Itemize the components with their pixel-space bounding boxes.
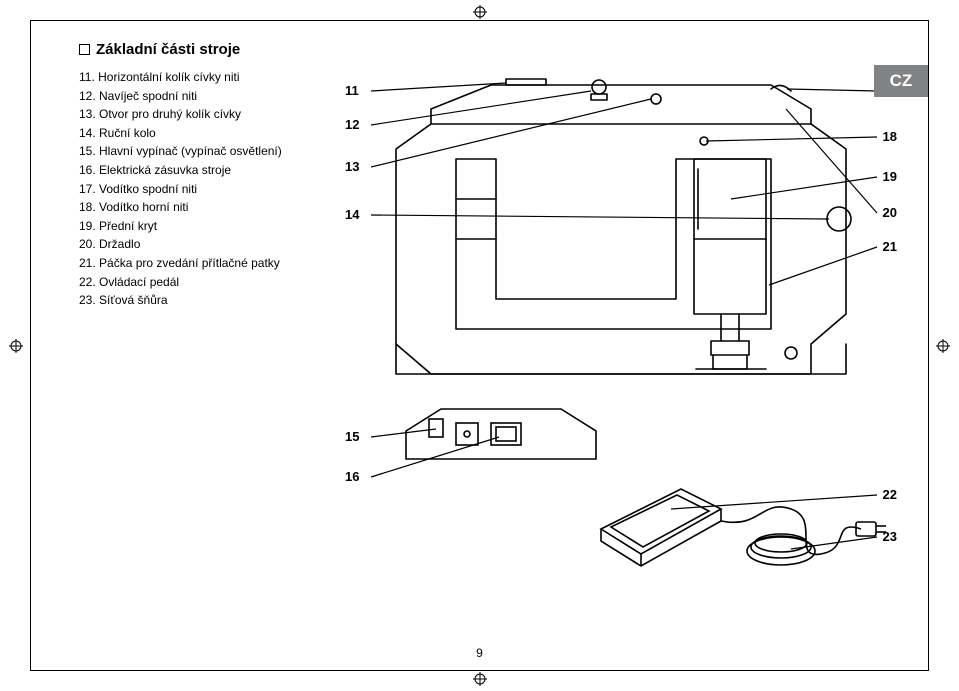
callout-19: 19 bbox=[883, 169, 897, 184]
callout-13: 13 bbox=[345, 159, 359, 174]
callout-11: 11 bbox=[345, 83, 359, 98]
heading-bullet-icon bbox=[79, 44, 90, 55]
callout-18: 18 bbox=[883, 129, 897, 144]
callout-15: 15 bbox=[345, 429, 359, 444]
page-number: 9 bbox=[476, 646, 483, 660]
language-tab: CZ bbox=[874, 65, 928, 97]
registration-mark-right bbox=[935, 338, 951, 354]
callout-23: 23 bbox=[883, 529, 897, 544]
section-heading: Základní části stroje bbox=[79, 41, 880, 58]
machine-diagram: 11 12 13 14 15 16 17 18 19 20 21 22 23 bbox=[341, 69, 901, 629]
language-label: CZ bbox=[890, 71, 913, 91]
page-frame: Základní části stroje 11. Horizontální k… bbox=[30, 20, 929, 671]
heading-text: Základní části stroje bbox=[96, 41, 240, 58]
registration-mark-top bbox=[472, 4, 488, 20]
callout-22: 22 bbox=[883, 487, 897, 502]
callout-16: 16 bbox=[345, 469, 359, 484]
registration-mark-bottom bbox=[472, 671, 488, 687]
callout-12: 12 bbox=[345, 117, 359, 132]
content-area: Základní části stroje 11. Horizontální k… bbox=[31, 21, 928, 670]
callout-21: 21 bbox=[883, 239, 897, 254]
registration-mark-left bbox=[8, 338, 24, 354]
callout-14: 14 bbox=[345, 207, 359, 222]
callout-20: 20 bbox=[883, 205, 897, 220]
